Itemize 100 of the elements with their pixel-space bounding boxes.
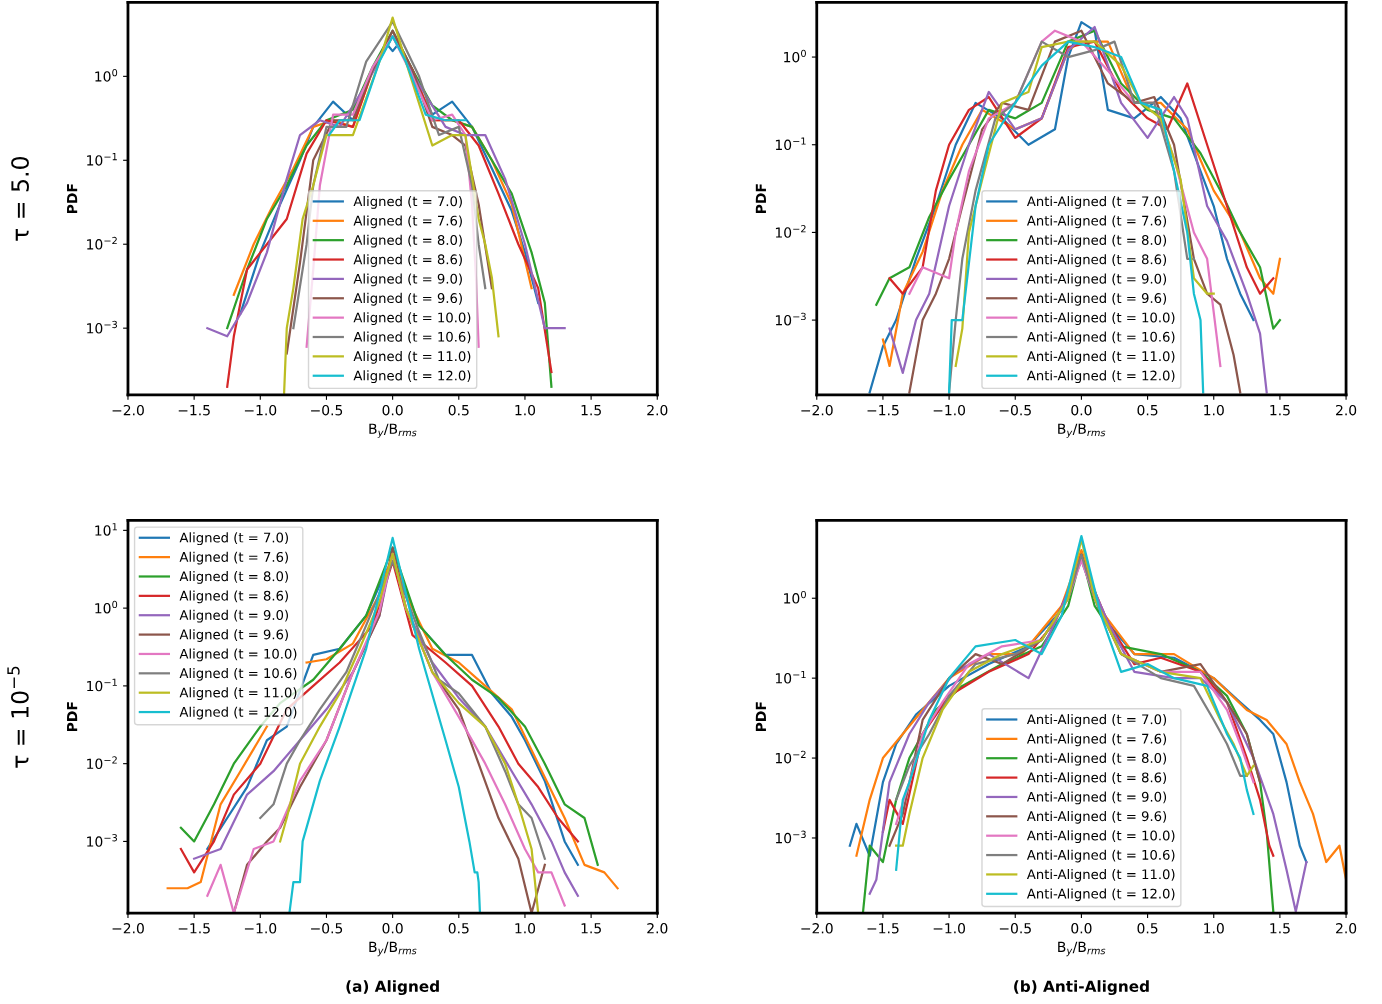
x-axis-title: B$_{y}$/B$_{rms}$ bbox=[1058, 941, 1106, 957]
x-tick-label: −1.0 bbox=[244, 404, 277, 416]
x-tick-label: 0.5 bbox=[448, 923, 469, 934]
text: (b) Anti-Aligned bbox=[1014, 980, 1149, 996]
legend-label: Aligned (t = 11.0) bbox=[353, 350, 471, 364]
legend-label: Anti-Aligned (t = 9.0) bbox=[1026, 791, 1167, 805]
legend-label: Aligned (t = 12.0) bbox=[353, 370, 471, 384]
legend-label: Anti-Aligned (t = 9.6) bbox=[1026, 292, 1167, 306]
x-tick-label: 1.5 bbox=[1270, 405, 1290, 416]
legend-label: Anti-Aligned (t = 7.0) bbox=[1026, 714, 1167, 727]
y-tick-label: 10$^{−2}$ bbox=[87, 236, 117, 250]
legend-label: Aligned (t = 10.0) bbox=[179, 648, 297, 662]
legend-label: Aligned (t = 7.0) bbox=[179, 532, 288, 546]
legend-label: Aligned (t = 7.6) bbox=[353, 215, 462, 229]
x-tick-label: −2.0 bbox=[112, 404, 144, 416]
x-tick-label: 1.0 bbox=[1204, 404, 1224, 416]
line-series bbox=[855, 549, 1347, 881]
text: τ = 5.0 bbox=[11, 156, 29, 241]
x-axis-title: B$_{y}$/B$_{rms}$ bbox=[369, 423, 417, 439]
y-tick-label: 10$^{−2}$ bbox=[775, 750, 806, 764]
line-series bbox=[283, 16, 500, 394]
legend-label: Anti-Aligned (t = 9.0) bbox=[1026, 273, 1167, 287]
legend-label: Aligned (t = 8.6) bbox=[179, 590, 288, 604]
legend-label: Aligned (t = 8.0) bbox=[179, 571, 288, 584]
legend-label: Aligned (t = 9.0) bbox=[179, 609, 288, 623]
x-tick-label: 2.0 bbox=[1336, 923, 1357, 934]
x-tick-label: 0.5 bbox=[1137, 404, 1158, 416]
y-tick-label: 10$^{−2}$ bbox=[775, 225, 806, 238]
legend-label: Anti-Aligned (t = 7.6) bbox=[1026, 733, 1167, 747]
x-tick-label: 2.0 bbox=[647, 404, 668, 416]
y-axis-title: PDF bbox=[755, 184, 766, 214]
legend-label: Anti-Aligned (t = 8.6) bbox=[1026, 772, 1167, 785]
y-tick-label: 10$^{−1}$ bbox=[87, 153, 117, 166]
legend-label: Anti-Aligned (t = 7.6) bbox=[1026, 215, 1167, 229]
x-tick-label: −0.5 bbox=[311, 923, 343, 934]
legend-label: Anti-Aligned (t = 8.6) bbox=[1026, 254, 1167, 267]
legend-label: Anti-Aligned (t = 8.0) bbox=[1026, 234, 1167, 248]
x-tick-label: 0.0 bbox=[382, 923, 403, 934]
legend-label: Aligned (t = 9.0) bbox=[353, 273, 462, 287]
legend-label: Anti-Aligned (t = 10.6) bbox=[1026, 849, 1175, 863]
text: (a) Aligned bbox=[346, 980, 439, 996]
y-tick-label: 10$^{0}$ bbox=[95, 68, 118, 82]
y-tick-label: 10$^{−3}$ bbox=[775, 312, 806, 326]
legend-label: Anti-Aligned (t = 10.6) bbox=[1026, 331, 1175, 345]
x-tick-label: −1.0 bbox=[933, 404, 966, 416]
x-tick-label: 1.0 bbox=[515, 404, 536, 416]
y-axis-title: PDF bbox=[67, 702, 78, 732]
legend-label: Aligned (t = 7.6) bbox=[179, 551, 288, 565]
y-tick-label: 10$^{−2}$ bbox=[87, 756, 117, 770]
x-tick-label: −1.5 bbox=[178, 405, 210, 416]
legend-label: Aligned (t = 7.0) bbox=[353, 196, 462, 209]
x-tick-label: 0.0 bbox=[1071, 404, 1092, 416]
x-tick-label: 2.0 bbox=[1336, 404, 1357, 416]
x-tick-label: −1.5 bbox=[867, 923, 899, 934]
line-series bbox=[328, 35, 467, 137]
legend-label: Aligned (t = 8.6) bbox=[353, 254, 462, 267]
x-tick-label: 1.5 bbox=[581, 923, 601, 934]
x-tick-label: −2.0 bbox=[801, 923, 833, 934]
x-tick-label: −1.5 bbox=[867, 405, 899, 416]
line-series bbox=[292, 20, 487, 330]
x-axis-title: B$_{y}$/B$_{rms}$ bbox=[1058, 423, 1106, 439]
y-tick-label: 10$^{0}$ bbox=[784, 49, 806, 63]
x-tick-label: 1.5 bbox=[1270, 923, 1290, 934]
x-tick-label: 1.0 bbox=[515, 923, 536, 934]
legend-label: Anti-Aligned (t = 12.0) bbox=[1026, 888, 1175, 902]
x-tick-label: −1.0 bbox=[933, 923, 966, 934]
y-tick-label: 10$^{−3}$ bbox=[87, 320, 117, 334]
legend-label: Anti-Aligned (t = 7.0) bbox=[1026, 196, 1167, 209]
legend-label: Aligned (t = 12.0) bbox=[179, 706, 297, 720]
x-tick-label: −1.0 bbox=[244, 923, 277, 934]
line-series bbox=[875, 29, 1282, 330]
legend-label: Anti-Aligned (t = 11.0) bbox=[1026, 869, 1175, 882]
legend-label: Aligned (t = 10.0) bbox=[353, 312, 471, 325]
x-tick-label: −0.5 bbox=[311, 404, 343, 416]
legend-label: Anti-Aligned (t = 11.0) bbox=[1026, 350, 1175, 364]
legend-label: Anti-Aligned (t = 9.6) bbox=[1026, 810, 1167, 824]
legend-label: Aligned (t = 9.6) bbox=[179, 629, 288, 642]
x-tick-label: −1.5 bbox=[178, 923, 210, 934]
x-tick-label: 0.5 bbox=[1137, 923, 1158, 934]
legend-label: Anti-Aligned (t = 10.0) bbox=[1026, 830, 1175, 844]
x-tick-label: 0.0 bbox=[382, 404, 403, 416]
y-tick-label: 10$^{0}$ bbox=[784, 590, 806, 604]
legend-label: Anti-Aligned (t = 12.0) bbox=[1026, 370, 1175, 384]
x-tick-label: −2.0 bbox=[112, 923, 144, 934]
x-tick-label: 0.5 bbox=[448, 404, 469, 416]
y-tick-label: 10$^{−1}$ bbox=[87, 678, 117, 692]
y-tick-label: 10$^{−1}$ bbox=[775, 670, 806, 684]
y-axis-title: PDF bbox=[755, 702, 766, 732]
x-tick-label: 1.5 bbox=[581, 405, 601, 416]
legend-label: Aligned (t = 11.0) bbox=[179, 687, 297, 701]
x-axis-title: B$_{y}$/B$_{rms}$ bbox=[369, 941, 417, 957]
x-tick-label: 0.0 bbox=[1071, 923, 1092, 934]
x-tick-label: −0.5 bbox=[999, 404, 1031, 416]
legend-label: Aligned (t = 8.0) bbox=[353, 234, 462, 248]
x-tick-label: −2.0 bbox=[801, 404, 833, 416]
legend-label: Aligned (t = 10.6) bbox=[353, 331, 471, 345]
y-tick-label: 10$^{1}$ bbox=[95, 523, 117, 536]
y-tick-label: 10$^{−1}$ bbox=[775, 137, 806, 151]
x-tick-label: 2.0 bbox=[647, 923, 668, 934]
y-tick-label: 10$^{−3}$ bbox=[87, 834, 117, 847]
